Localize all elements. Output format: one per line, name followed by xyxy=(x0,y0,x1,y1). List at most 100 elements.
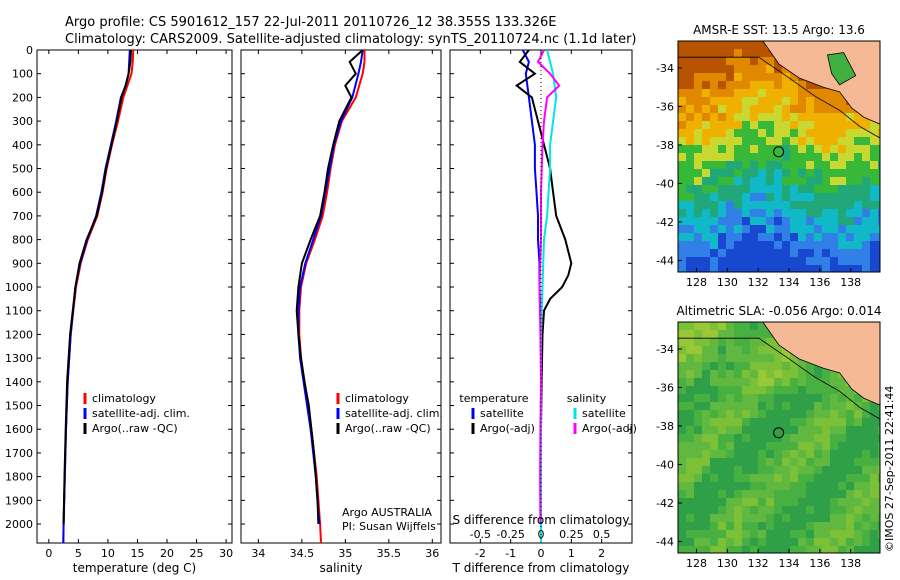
map-cell xyxy=(742,530,750,538)
map-cell xyxy=(822,217,830,225)
x-axis-label: T difference from climatology xyxy=(452,561,630,575)
map-cell xyxy=(734,378,742,386)
map-cell xyxy=(702,370,710,378)
map-cell xyxy=(718,362,726,370)
map-cell xyxy=(870,217,878,225)
map-cell xyxy=(758,97,766,105)
map-cell xyxy=(678,442,686,450)
map-cell xyxy=(846,201,854,209)
x-tick-label: 130 xyxy=(717,557,738,570)
map-cell xyxy=(718,153,726,161)
map-cell xyxy=(678,434,686,442)
map-cell xyxy=(766,105,774,113)
map-cell xyxy=(750,474,758,482)
y-tick-label: 300 xyxy=(12,115,33,128)
map-cell xyxy=(782,538,790,546)
map-cell xyxy=(702,145,710,153)
map-cell xyxy=(758,177,766,185)
x-tick-label: -2 xyxy=(475,547,486,560)
map-cell xyxy=(774,466,782,474)
map-cell xyxy=(878,426,880,434)
map-cell xyxy=(694,81,702,89)
map-cell xyxy=(726,41,734,49)
map-cell xyxy=(870,153,878,161)
map-cell xyxy=(870,145,878,153)
map-cell xyxy=(814,402,822,410)
annotation-text: PI: Susan Wijffels xyxy=(342,520,436,533)
map-cell xyxy=(734,354,742,362)
map-cell xyxy=(742,265,750,272)
map-cell xyxy=(718,378,726,386)
map-cell xyxy=(846,522,854,530)
map-cell xyxy=(830,538,838,546)
map-cell xyxy=(782,450,790,458)
map-cell xyxy=(782,394,790,402)
map-cell xyxy=(710,322,718,330)
map-cell xyxy=(742,225,750,233)
map-cell xyxy=(774,249,782,257)
map-cell xyxy=(726,49,734,57)
map-cell xyxy=(678,177,686,185)
map-cell xyxy=(870,233,878,241)
map-cell xyxy=(702,506,710,514)
map-cell xyxy=(766,402,774,410)
map-cell xyxy=(814,522,822,530)
map-cell xyxy=(838,257,846,265)
map-cell xyxy=(814,514,822,522)
map-cell xyxy=(766,474,774,482)
map-cell xyxy=(758,153,766,161)
map-cell xyxy=(838,434,846,442)
map-title: Altimetric SLA: -0.056 Argo: 0.014 xyxy=(676,304,881,318)
map-cell xyxy=(846,185,854,193)
map-cell xyxy=(694,426,702,434)
map-cell xyxy=(814,89,822,97)
map-cell xyxy=(710,410,718,418)
map-cell xyxy=(750,73,758,81)
map-cell xyxy=(774,73,782,81)
map-cell xyxy=(686,474,694,482)
map-cell xyxy=(870,418,878,426)
map-cell xyxy=(806,418,814,426)
map-cell xyxy=(702,49,710,57)
map-cell xyxy=(726,458,734,466)
map-cell xyxy=(870,474,878,482)
map-cell xyxy=(710,89,718,97)
map-cell xyxy=(806,81,814,89)
legend-entry: climatology xyxy=(92,392,156,405)
map-cell xyxy=(694,466,702,474)
map-cell xyxy=(758,169,766,177)
map-cell xyxy=(798,450,806,458)
map-cell xyxy=(678,65,686,73)
map-cell xyxy=(734,394,742,402)
map-cell xyxy=(686,65,694,73)
x-tick-label: 1 xyxy=(568,547,575,560)
map-cell xyxy=(734,153,742,161)
map-cell xyxy=(710,169,718,177)
map-cell xyxy=(718,474,726,482)
map-cell xyxy=(742,73,750,81)
map-cell xyxy=(702,530,710,538)
map-cell xyxy=(686,466,694,474)
map-cell xyxy=(830,257,838,265)
map-cell xyxy=(766,137,774,145)
map-cell xyxy=(798,129,806,137)
map-cell xyxy=(758,217,766,225)
map-cell xyxy=(878,257,880,265)
map-cell xyxy=(758,81,766,89)
map-cell xyxy=(854,193,862,201)
y-tick-label: 1100 xyxy=(5,305,33,318)
map-cell xyxy=(734,137,742,145)
map-cell xyxy=(734,402,742,410)
map-cell xyxy=(838,193,846,201)
map-cell xyxy=(734,482,742,490)
map-cell xyxy=(766,113,774,121)
map-cell xyxy=(846,546,854,553)
map-cell xyxy=(830,418,838,426)
top-tick-label: 0.5 xyxy=(593,528,611,541)
map-cell xyxy=(710,346,718,354)
map-cell xyxy=(766,49,774,57)
map-cell xyxy=(710,193,718,201)
map-cell xyxy=(702,466,710,474)
x-tick-label: 34 xyxy=(251,547,265,560)
map-cell xyxy=(822,450,830,458)
